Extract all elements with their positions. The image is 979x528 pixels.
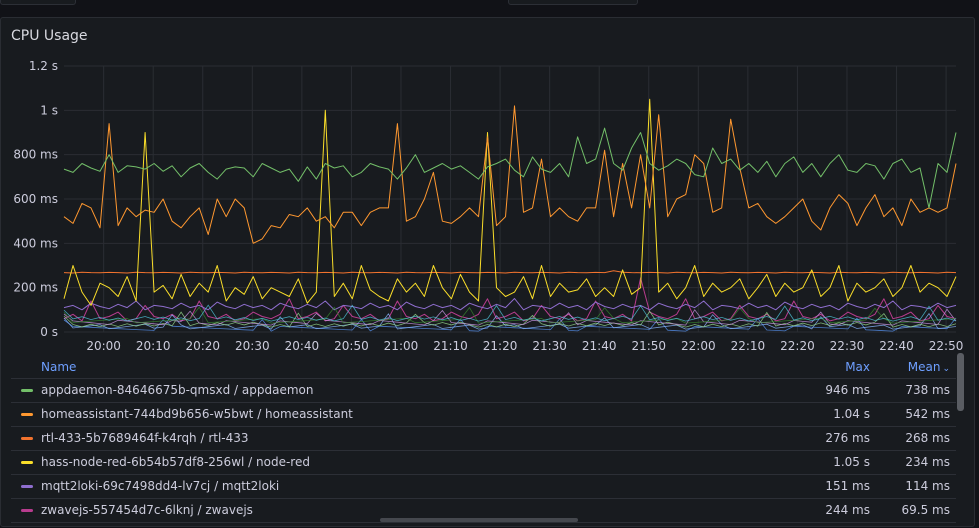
x-tick-label: 21:40 — [582, 339, 617, 353]
x-tick-label: 20:10 — [136, 339, 171, 353]
y-tick-label: 400 ms — [13, 236, 58, 250]
legend-series-name[interactable]: appdaemon-84646675b-qmsxd / appdaemon — [41, 383, 314, 397]
top-panel-edge-right — [508, 0, 638, 5]
x-tick-label: 21:10 — [433, 339, 468, 353]
legend-series-mean: 542 ms — [905, 407, 950, 421]
x-tick-label: 20:00 — [86, 339, 121, 353]
y-tick-label: 200 ms — [13, 281, 58, 295]
legend-row[interactable]: zwavejs-557454d7c-6lknj / zwavejs 244 ms 6… — [11, 499, 956, 523]
legend-series-mean: 69.5 ms — [901, 503, 950, 517]
y-tick-label: 1 s — [40, 103, 58, 117]
x-tick-label: 22:30 — [830, 339, 865, 353]
legend-series-max: 244 ms — [825, 503, 870, 517]
legend-series-swatch — [21, 461, 33, 464]
x-tick-label: 21:00 — [384, 339, 419, 353]
legend-header-max[interactable]: Max — [845, 360, 870, 374]
legend-rows: appdaemon-84646675b-qmsxd / appdaemon 946… — [11, 379, 956, 523]
y-tick-label: 0 s — [40, 325, 58, 339]
legend-row[interactable]: rtl-433-5b7689464f-k4rqh / rtl-433 276 ms… — [11, 427, 956, 451]
series-line-2 — [63, 105, 957, 244]
legend-series-max: 1.04 s — [833, 407, 870, 421]
legend-series-name[interactable]: hass-node-red-6b54b57df8-256wl / node-re… — [41, 455, 310, 469]
series-line-5 — [63, 298, 957, 311]
x-tick-label: 22:20 — [780, 339, 815, 353]
panel-horizontal-scrollbar[interactable] — [380, 518, 578, 522]
legend-series-swatch — [21, 509, 33, 512]
legend-series-swatch — [21, 437, 33, 440]
x-tick-label: 21:20 — [483, 339, 518, 353]
y-tick-label: 800 ms — [13, 148, 58, 162]
series-line-3 — [63, 270, 957, 274]
chevron-down-icon: ⌄ — [942, 364, 950, 374]
series-line-4 — [63, 98, 957, 306]
x-tick-label: 21:30 — [532, 339, 567, 353]
legend-series-max: 1.05 s — [833, 455, 870, 469]
series-line-1 — [63, 127, 957, 209]
legend-row[interactable]: mqtt2loki-69c7498dd4-lv7cj / mqtt2loki 15… — [11, 475, 956, 499]
legend-header-mean-label: Mean — [907, 360, 941, 374]
cpu-usage-panel: CPU Usage 0 s 200 ms 400 ms 600 ms 800 ms 1 s… — [0, 17, 975, 527]
legend-series-mean: 738 ms — [905, 383, 950, 397]
legend-series-name[interactable]: mqtt2loki-69c7498dd4-lv7cj / mqtt2loki — [41, 479, 280, 493]
x-tick-label: 21:50 — [631, 339, 666, 353]
legend-series-max: 276 ms — [825, 431, 870, 445]
legend-series-mean: 268 ms — [905, 431, 950, 445]
background-series-line — [63, 317, 957, 332]
legend-series-swatch — [21, 485, 33, 488]
x-tick-label: 22:50 — [929, 339, 964, 353]
legend-header-mean[interactable]: Mean ⌄ — [908, 356, 950, 380]
legend-table: Name Max Mean ⌄ appdaemon-84646675b-qmsxd… — [11, 356, 956, 528]
legend-row[interactable]: hass-node-red-6b54b57df8-256wl / node-re… — [11, 451, 956, 475]
x-tick-label: 22:00 — [681, 339, 716, 353]
legend-row[interactable]: appdaemon-84646675b-qmsxd / appdaemon 946… — [11, 379, 956, 403]
legend-header: Name Max Mean ⌄ — [11, 356, 956, 379]
y-tick-label: 1.2 s — [29, 59, 58, 73]
x-tick-label: 22:10 — [731, 339, 766, 353]
legend-series-mean: 114 ms — [905, 479, 950, 493]
legend-row[interactable]: homeassistant-744bd9b656-w5bwt / homeass… — [11, 403, 956, 427]
legend-header-name[interactable]: Name — [41, 360, 77, 374]
y-tick-label: 600 ms — [13, 192, 58, 206]
x-tick-label: 20:20 — [185, 339, 220, 353]
legend-series-name[interactable]: rtl-433-5b7689464f-k4rqh / rtl-433 — [41, 431, 249, 445]
legend-series-name[interactable]: homeassistant-744bd9b656-w5bwt / homeass… — [41, 407, 353, 421]
x-tick-label: 20:50 — [334, 339, 369, 353]
legend-series-max: 151 ms — [825, 479, 870, 493]
series-line-6 — [63, 277, 957, 322]
background-series-line — [63, 308, 957, 326]
x-tick-label: 20:30 — [235, 339, 270, 353]
legend-series-name[interactable]: zwavejs-557454d7c-6lknj / zwavejs — [41, 503, 253, 517]
cpu-usage-chart[interactable]: 0 s 200 ms 400 ms 600 ms 800 ms 1 s 1.2 s 20:00… — [1, 18, 976, 358]
legend-scrollbar[interactable] — [957, 353, 964, 411]
x-tick-label: 20:40 — [285, 339, 320, 353]
top-panel-edge-left — [0, 0, 76, 5]
legend-series-max: 946 ms — [825, 383, 870, 397]
legend-series-mean: 234 ms — [905, 455, 950, 469]
legend-series-swatch — [21, 413, 33, 416]
x-tick-label: 22:40 — [879, 339, 914, 353]
background-series-line — [63, 304, 957, 322]
legend-series-swatch — [21, 389, 33, 392]
panel-title[interactable]: CPU Usage — [11, 28, 88, 44]
